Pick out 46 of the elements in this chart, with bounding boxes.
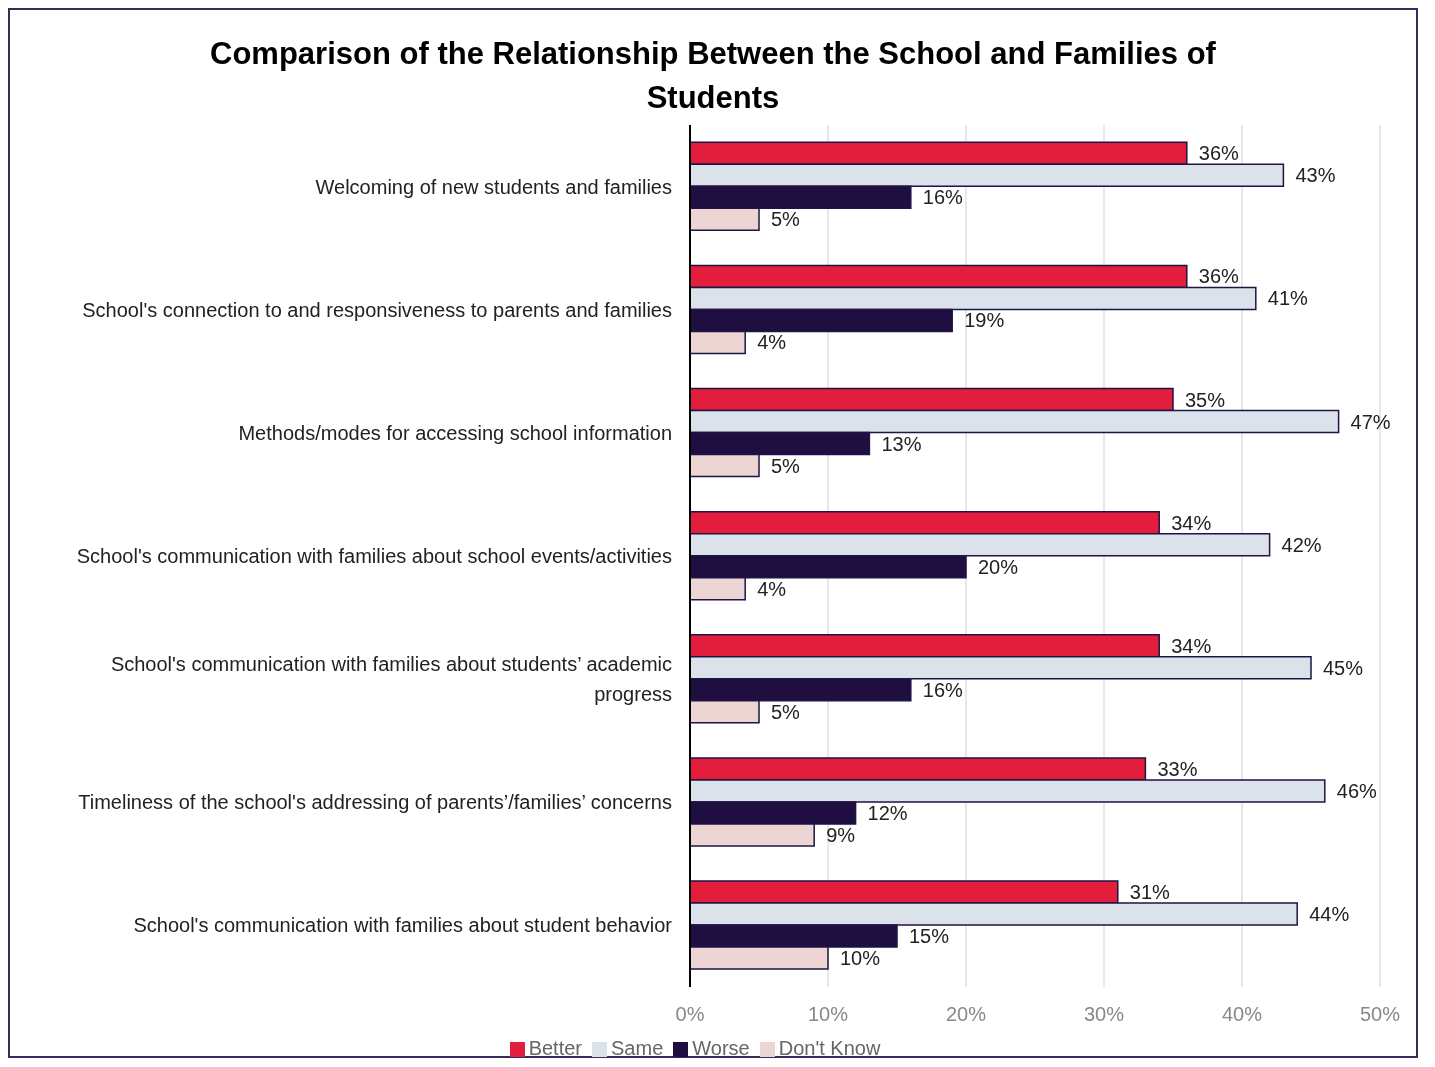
data-label: 5% [771, 454, 801, 477]
x-tick-label: 40% [1221, 1003, 1263, 1026]
data-label: 15% [909, 925, 950, 948]
data-label: 33% [1157, 757, 1198, 780]
data-label: 5% [771, 700, 801, 723]
data-label: 4% [757, 577, 787, 600]
y-tick-label: School's communication with families about student behavior [133, 914, 673, 937]
legend-label: Don't Know [778, 1037, 881, 1059]
data-label: 34% [1171, 634, 1212, 657]
y-tick-label: Welcoming of new students and families [315, 175, 672, 198]
x-tick-label: 0% [675, 1003, 705, 1026]
data-label: 47% [1350, 410, 1391, 433]
data-label: 36% [1198, 265, 1240, 288]
data-label: 4% [757, 331, 787, 354]
chart-title: Comparison of the Relationship Between the School and Families of Students [209, 35, 1217, 117]
data-label: 16% [922, 678, 964, 701]
x-tick-label: 20% [945, 1003, 987, 1026]
data-label: 41% [1267, 287, 1309, 310]
data-label: 20% [978, 555, 1019, 578]
data-label: 10% [840, 947, 881, 970]
data-label: 19% [964, 309, 1005, 332]
data-label: 13% [881, 432, 922, 455]
data-label: 42% [1281, 533, 1322, 556]
y-tick-label: Methods/modes for accessing school information [238, 421, 672, 444]
data-label: 31% [1129, 881, 1171, 904]
data-label: 16% [922, 186, 964, 209]
y-tick-label: Timeliness of the school's addressing of parents’/families’ concerns [78, 791, 672, 814]
legend-label: Better [528, 1037, 583, 1059]
data-label: 12% [867, 801, 908, 824]
legend-label: Same [611, 1037, 664, 1059]
y-tick-label: School's connection to and responsiveness to parents and families [82, 298, 672, 321]
data-label: 5% [771, 208, 801, 231]
data-label: 34% [1171, 511, 1212, 534]
data-label: 36% [1198, 142, 1240, 165]
x-tick-label: 50% [1359, 1003, 1401, 1026]
data-label: 9% [826, 823, 856, 846]
x-tick-label: 10% [807, 1003, 849, 1026]
data-label: 35% [1185, 388, 1226, 411]
x-tick-label: 30% [1083, 1003, 1125, 1026]
legend-label: Worse [692, 1037, 750, 1059]
data-label: 44% [1309, 903, 1350, 926]
y-tick-label: School's communication with families about students’ academic progress [110, 653, 672, 706]
data-label: 45% [1323, 656, 1364, 679]
data-label: 46% [1336, 779, 1378, 802]
data-label: 43% [1295, 164, 1336, 187]
y-tick-label: School's communication with families about school events/activities [76, 545, 672, 567]
